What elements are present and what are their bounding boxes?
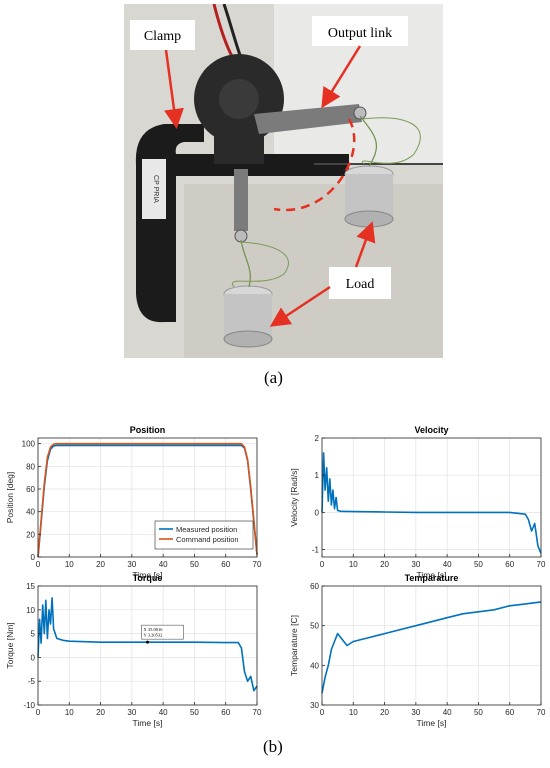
x-tick-label: 70	[253, 560, 262, 569]
x-tick-label: 20	[96, 708, 105, 717]
plot-frame	[321, 437, 542, 558]
chart-title: Temparature	[405, 573, 459, 583]
y-axis-label: Velocity [Rad/s]	[289, 468, 299, 527]
x-tick-label: 0	[36, 560, 41, 569]
label-load: Load	[346, 277, 375, 292]
x-tick-label: 30	[411, 708, 420, 717]
x-tick-label: 0	[36, 708, 41, 717]
y-axis-label: Temparature [C]	[289, 615, 299, 676]
x-tick-label: 70	[537, 560, 546, 569]
x-tick-label: 60	[505, 708, 514, 717]
x-tick-label: 50	[474, 560, 483, 569]
x-tick-label: 10	[349, 560, 358, 569]
series-line-0	[321, 601, 542, 694]
data-tip-y: Y 3.20532	[144, 633, 163, 638]
y-tick-label: 60	[310, 582, 319, 591]
y-tick-label: -1	[312, 546, 320, 555]
x-tick-label: 20	[96, 560, 105, 569]
clamp-plate	[142, 159, 166, 219]
x-tick-label: 20	[380, 708, 389, 717]
x-tick-label: 40	[159, 560, 168, 569]
y-tick-label: 10	[26, 606, 35, 615]
label-clamp: Clamp	[144, 29, 181, 44]
y-tick-label: 5	[31, 630, 36, 639]
plot-area	[38, 586, 257, 705]
series-line-0	[37, 597, 258, 692]
x-tick-label: 70	[253, 708, 262, 717]
x-tick-label: 50	[190, 560, 199, 569]
caption-b: (b)	[263, 737, 283, 756]
data-tip-marker	[146, 640, 150, 644]
x-tick-label: 20	[380, 560, 389, 569]
chart-position: 0 10 20 30 40 50 60 70 0 20 40 60 80 100 Position Time …	[5, 425, 262, 580]
x-tick-label: 60	[221, 560, 230, 569]
experiment-photo: CP PRIA Clamp Output link Load	[124, 4, 443, 358]
chart-title: Torque	[133, 573, 163, 583]
label-output-link: Output link	[328, 26, 392, 41]
y-tick-label: 0	[31, 653, 36, 662]
plot-area	[322, 438, 541, 557]
legend-entry: Command position	[176, 535, 239, 544]
y-tick-label: 40	[26, 508, 35, 517]
y-axis-label: Torque [Nm]	[5, 622, 15, 668]
y-axis-label: Position [deg]	[5, 472, 15, 524]
x-tick-label: 30	[411, 560, 420, 569]
clamp-plate-text: CP PRIA	[152, 175, 159, 203]
x-tick-label: 40	[159, 708, 168, 717]
x-axis-label: Time [s]	[417, 718, 447, 728]
y-tick-label: 100	[22, 440, 36, 449]
y-tick-label: 20	[26, 530, 35, 539]
y-tick-label: 80	[26, 462, 35, 471]
x-tick-label: 40	[443, 708, 452, 717]
x-axis-label: Time [s]	[133, 570, 163, 580]
plot-frame	[37, 437, 258, 558]
x-tick-label: 10	[65, 560, 74, 569]
chart-title: Position	[130, 425, 166, 435]
x-tick-label: 50	[190, 708, 199, 717]
x-tick-label: 50	[474, 708, 483, 717]
x-tick-label: 10	[349, 708, 358, 717]
x-tick-label: 0	[320, 560, 325, 569]
y-tick-label: 15	[26, 582, 35, 591]
x-tick-label: 10	[65, 708, 74, 717]
y-tick-label: 2	[315, 434, 320, 443]
series-line-0	[321, 452, 542, 554]
legend-entry: Measured position	[176, 525, 237, 534]
y-tick-label: 30	[310, 701, 319, 710]
data-tip-x: X 35.0016	[144, 627, 164, 632]
charts-panel: 0 10 20 30 40 50 60 70020406080100PositionTime …	[5, 425, 546, 728]
x-tick-label: 0	[320, 708, 325, 717]
plot-frame	[321, 585, 542, 706]
x-axis-label: Time [s]	[133, 718, 163, 728]
x-tick-label: 60	[505, 560, 514, 569]
y-tick-label: 60	[26, 485, 35, 494]
plot-area	[322, 586, 541, 705]
data-tip-box	[141, 624, 184, 640]
x-tick-label: 70	[537, 708, 546, 717]
y-tick-label: -10	[23, 701, 35, 710]
x-tick-label: 30	[127, 708, 136, 717]
x-tick-label: 60	[221, 708, 230, 717]
y-tick-label: 0	[315, 508, 320, 517]
x-tick-label: 30	[127, 560, 136, 569]
chart-title: Velocity	[414, 425, 448, 435]
y-tick-label: -5	[28, 677, 36, 686]
y-tick-label: 1	[315, 471, 320, 480]
caption-a: (a)	[264, 368, 283, 387]
y-tick-label: 40	[310, 661, 319, 670]
y-tick-label: 50	[310, 622, 319, 631]
y-tick-label: 0	[31, 553, 36, 562]
x-tick-label: 40	[443, 560, 452, 569]
legend	[154, 520, 254, 550]
plot-frame	[37, 585, 258, 706]
series-line-1	[37, 442, 258, 558]
x-axis-label: Time [s]	[417, 570, 447, 580]
